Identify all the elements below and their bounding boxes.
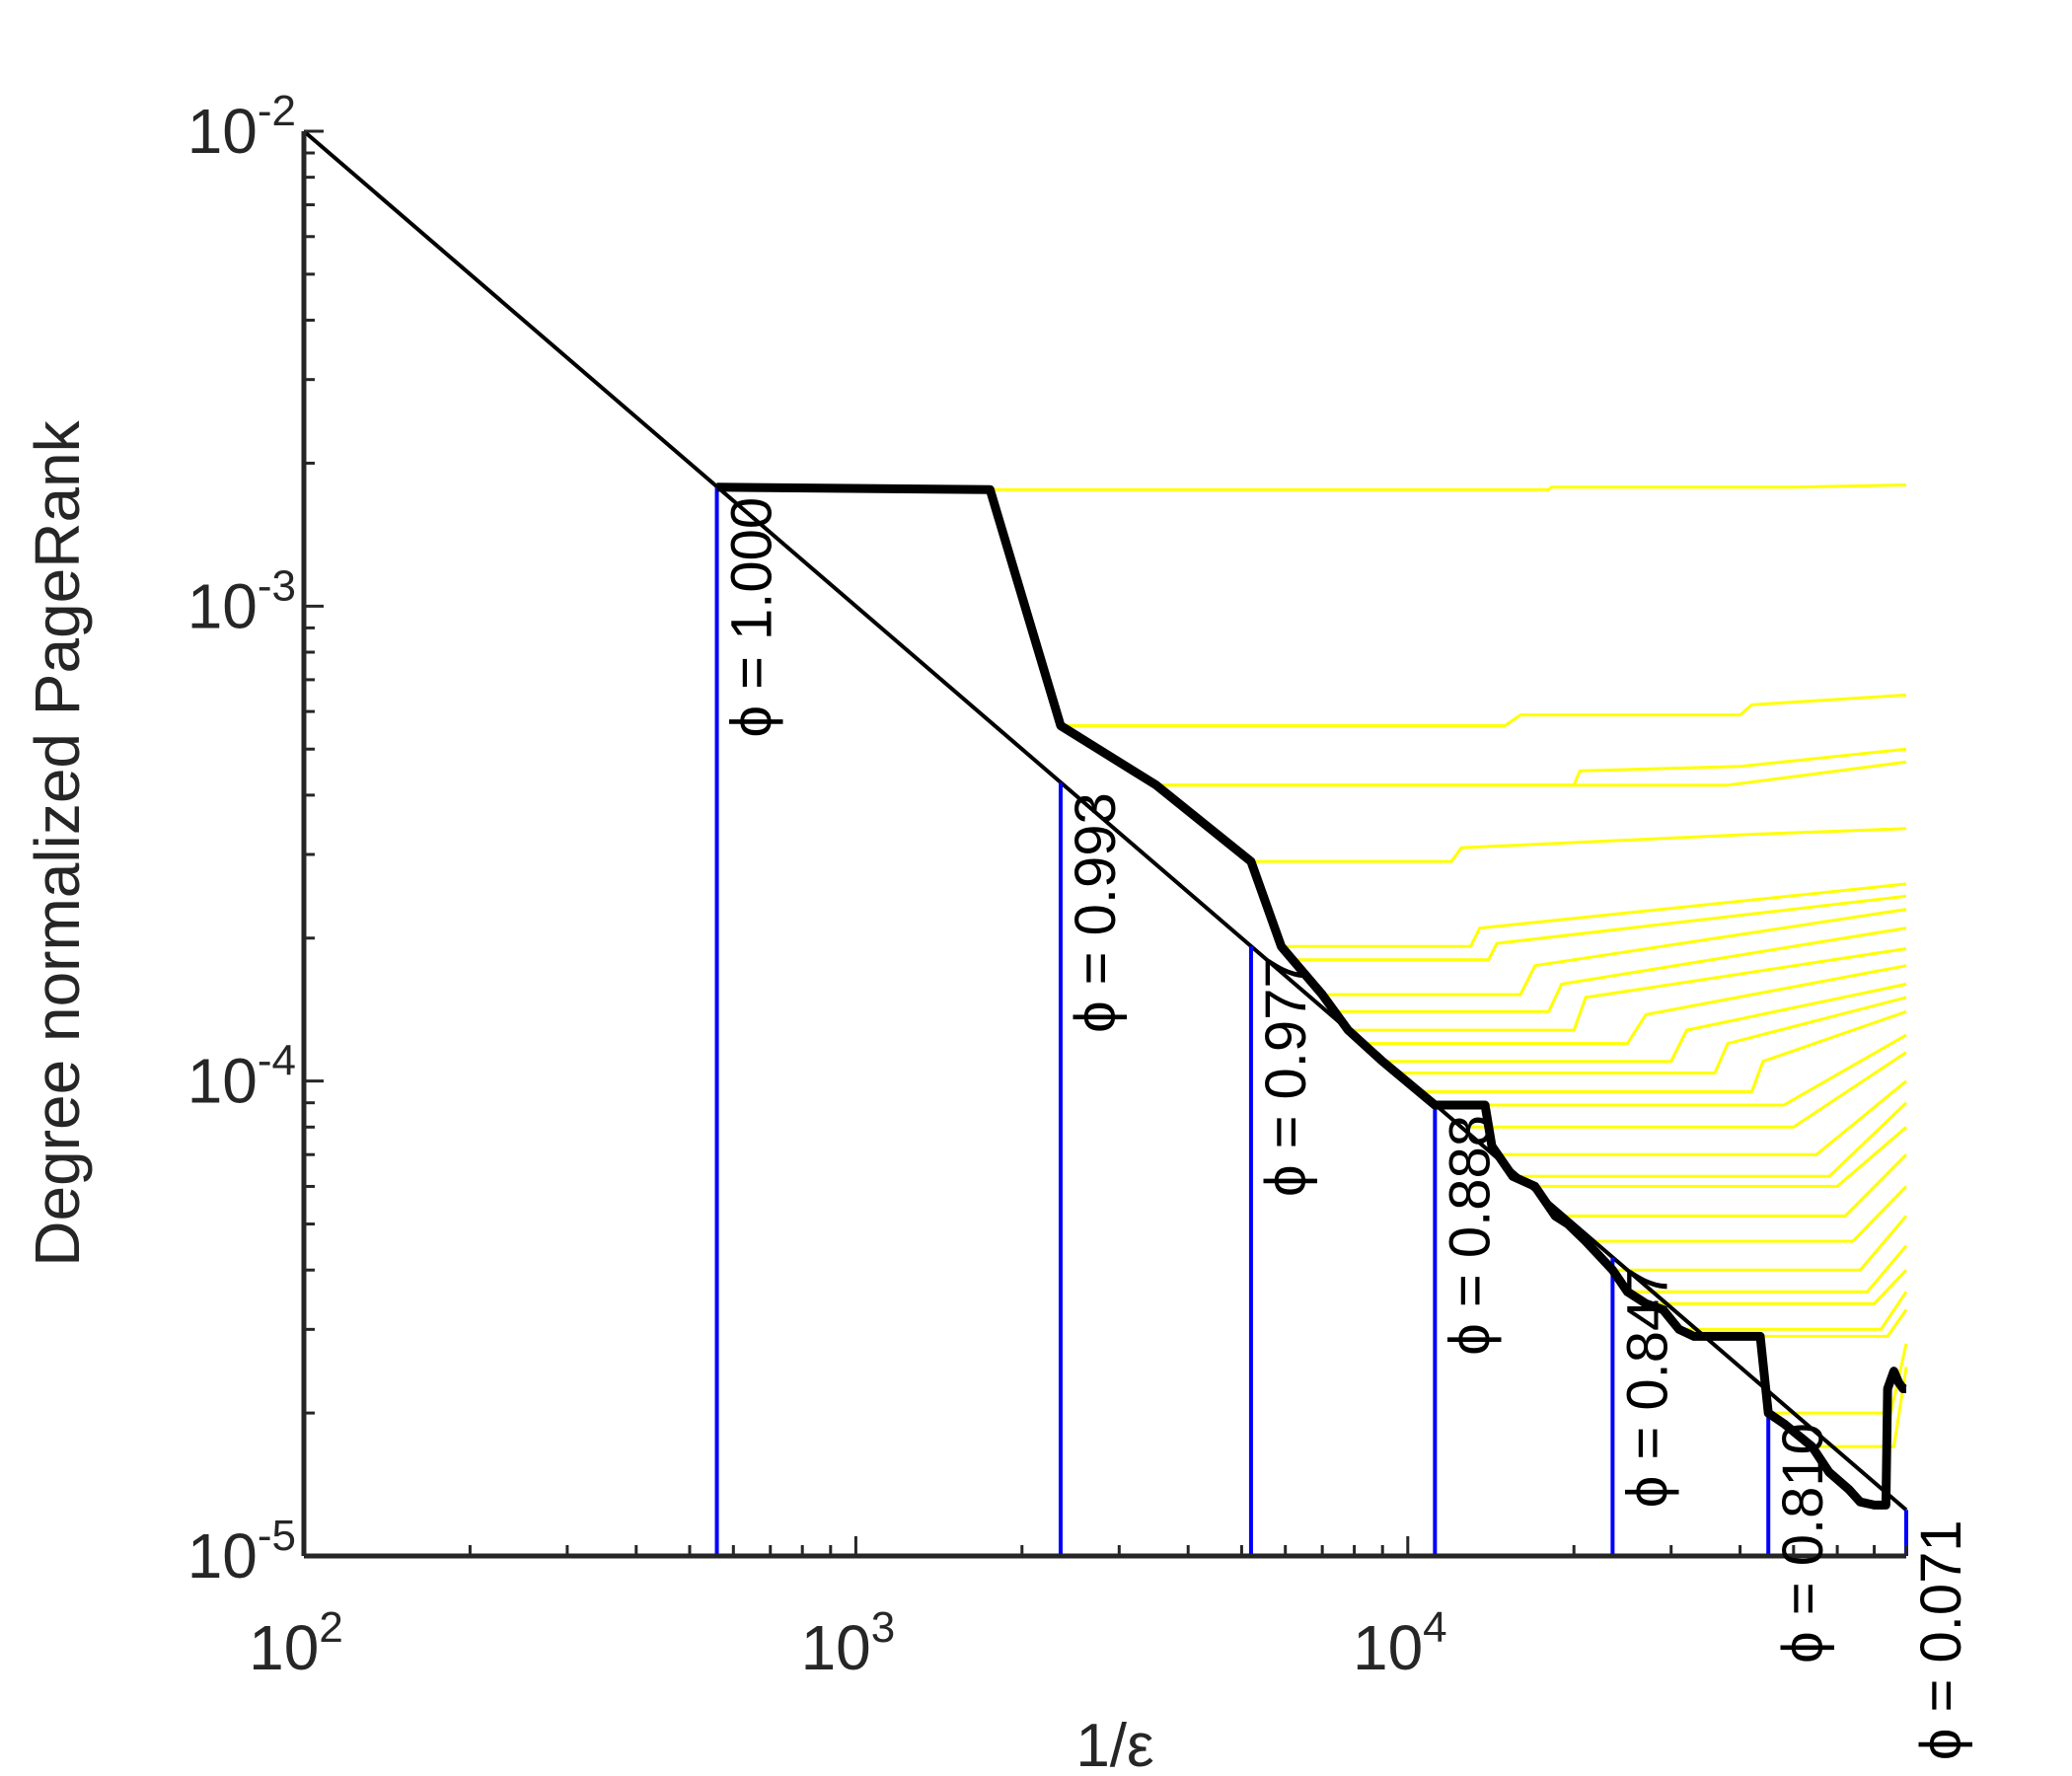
envelope-group [716,482,1908,1510]
yellow-series-22 [1627,1244,1908,1294]
x-axis-label: 1/ε [1075,1712,1153,1776]
yellow-series-11 [1382,982,1907,1064]
y-axis-label: Degree normalized PageRank [22,419,93,1266]
yellow-series-4 [1250,827,1907,863]
yellow-series-12 [1395,996,1907,1074]
yellow-series-24 [1678,1291,1908,1331]
reference-line-group [302,129,1908,1512]
yellow-series-1 [1061,693,1907,727]
yellow-series-23 [1646,1269,1908,1305]
yellow-series-14 [1435,1033,1907,1107]
phi-label-group: ϕ = 1.000 ϕ = 0.993 ϕ = 0.977 ϕ = 0.888 ϕ = … [720,497,1974,1760]
phi-label-3: ϕ = 0.888 [1438,1115,1502,1356]
x-tick-label-0: 102 [249,1603,343,1683]
x-tick-label-2: 104 [1353,1603,1447,1683]
axes-group: 102 103 104 10-5 10-4 10-3 10-2 [187,87,1908,1683]
y-tick-label-1: 10-4 [187,1037,296,1117]
phi-label-0: ϕ = 1.000 [720,497,784,738]
yellow-series-0 [990,483,1907,491]
envelope-line [716,482,1908,1510]
yellow-series-3 [1155,760,1907,787]
yellow-series-17 [1513,1101,1908,1178]
phi-label-1: ϕ = 0.993 [1064,792,1128,1033]
y-tick-label-2: 10-3 [187,561,296,641]
yellow-series-5 [1281,882,1907,948]
yellow-series-25 [1728,1308,1908,1338]
phi-label-2: ϕ = 0.977 [1254,956,1318,1197]
yellow-series-20 [1586,1185,1908,1243]
yellow-series-27 [1812,1367,1908,1448]
yellow-series-6 [1296,894,1907,962]
phi-label-6: ϕ = 0.071 [1909,1519,1973,1760]
yellow-series-7 [1322,908,1907,997]
y-tick-label-0: 10-5 [187,1512,296,1591]
yellow-series-9 [1348,947,1907,1032]
yellow-series-21 [1612,1215,1908,1272]
y-tick-label-3: 10-2 [187,87,296,167]
yellow-series-18 [1534,1126,1907,1188]
yellow-series-group [990,483,1908,1448]
x-tick-label-1: 103 [801,1603,896,1683]
phi-marker-group [714,486,1908,1556]
reference-line [302,129,1908,1512]
yellow-series-8 [1329,926,1907,1013]
yellow-series-10 [1360,964,1907,1046]
phi-label-5: ϕ = 0.810 [1771,1423,1835,1664]
yellow-series-16 [1497,1079,1907,1156]
yellow-series-15 [1470,1051,1907,1129]
yellow-series-19 [1555,1153,1908,1218]
phi-label-4: ϕ = 0.847 [1615,1268,1679,1509]
yellow-series-13 [1419,1009,1907,1093]
